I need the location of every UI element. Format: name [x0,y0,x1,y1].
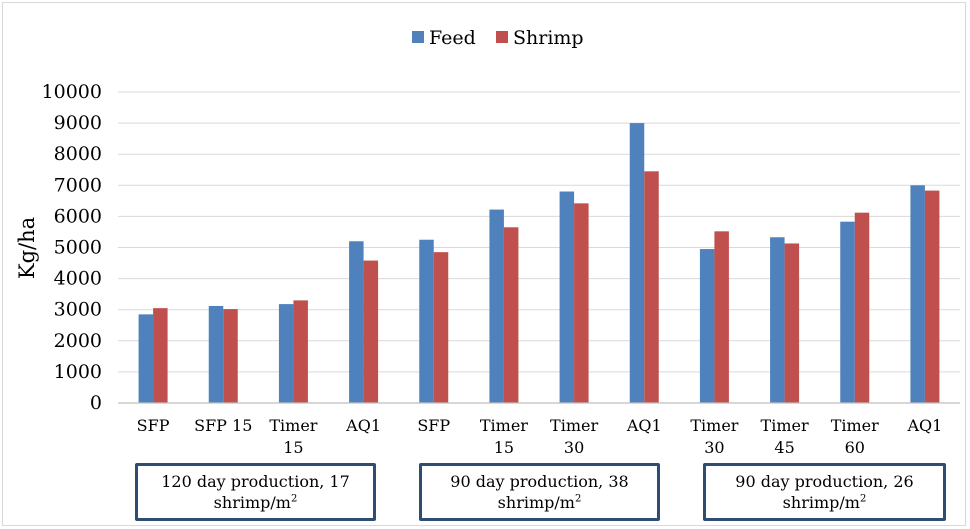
bar-shrimp [854,212,870,403]
group-2-line2: shrimp/m [497,493,575,512]
y-tick-label: 1000 [54,361,102,383]
bar-feed [629,123,645,403]
bar-feed [278,304,294,403]
y-tick-label: 10000 [42,81,102,103]
bar-feed [910,185,925,403]
x-tick-label: AQ1 [626,416,662,435]
x-tick-label: 30 [704,438,724,457]
x-tick-label: 60 [845,438,865,457]
group-3-line1: 90 day production, 26 [735,472,914,491]
group-2-line1: 90 day production, 38 [450,472,629,491]
bar-feed [138,314,154,403]
x-tick-label: SFP [137,416,170,435]
x-tick-label: 45 [774,438,794,457]
bar-feed [349,241,364,403]
bar-shrimp [574,203,589,403]
group-1-line1: 120 day production, 17 [161,472,350,491]
x-tick-label: Timer [690,416,738,435]
bar-feed [840,221,855,403]
bar-feed [559,191,575,403]
bar-feed [770,237,785,403]
y-tick-label: 5000 [54,237,102,259]
bar-shrimp [784,243,800,403]
x-tick-label: AQ1 [345,416,381,435]
x-tick-label: Timer [550,416,598,435]
legend-label: Feed [429,27,476,49]
bar-shrimp [223,309,238,403]
group-box-2: 90 day production, 38 shrimp/m2 [419,463,660,521]
legend-label: Shrimp [513,27,584,49]
x-tick-label: Timer [831,416,879,435]
bar-feed [489,209,504,403]
x-tick-label: SFP 15 [194,416,252,435]
x-axis: SFP SFP 15 Timer 15 AQ1 SFP Timer 15 Timer 30 AQ1 T… [118,402,960,457]
legend: Feed Shrimp [412,27,584,49]
group-1-line2: shrimp/m [213,493,291,512]
bar-feed [699,249,715,403]
gridlines [118,91,960,373]
x-tick-label: 30 [564,438,584,457]
y-tick-label: 9000 [54,112,102,134]
group-1-sup: 2 [290,493,298,505]
bar-shrimp [924,190,940,403]
bar-shrimp [503,227,519,403]
group-1-line2-wrap: shrimp/m2 [214,492,298,513]
group-2-sup: 2 [574,493,582,505]
x-tick-label: 15 [283,438,303,457]
y-axis: 0 1000 2000 3000 4000 5000 6000 7000 8000 9000 100… [42,81,102,414]
x-tick-label: 15 [494,438,514,457]
bar-feed [208,305,224,403]
group-box-3: 90 day production, 26 shrimp/m2 [703,463,946,521]
bar-shrimp [363,260,379,403]
y-tick-label: 7000 [54,174,102,196]
bar-shrimp [153,308,168,403]
y-tick-label: 4000 [54,268,102,290]
y-tick-label: 6000 [54,205,102,227]
x-tick-label: SFP [417,416,450,435]
y-tick-label: 3000 [54,299,102,321]
y-tick-label: 0 [90,392,102,414]
bar-shrimp [433,252,449,403]
x-tick-label: AQ1 [906,416,942,435]
group-3-line2: shrimp/m [782,493,860,512]
group-3-sup: 2 [859,493,867,505]
legend-swatch [496,31,508,43]
y-tick-label: 8000 [54,143,102,165]
bars [138,123,940,403]
bar-shrimp [714,231,729,403]
group-box-1: 120 day production, 17 shrimp/m2 [135,463,376,521]
group-2-line2-wrap: shrimp/m2 [498,492,582,513]
bar-shrimp [644,171,659,403]
bar-chart: 0 1000 2000 3000 4000 5000 6000 7000 8000 9000 100… [15,27,960,457]
x-tick-label: Timer [480,416,528,435]
x-tick-label: Timer [761,416,809,435]
bar-feed [419,239,434,403]
bar-shrimp [293,300,308,403]
y-axis-label: Kg/ha [15,217,39,279]
legend-swatch [412,31,424,43]
group-3-line2-wrap: shrimp/m2 [783,492,867,513]
y-tick-label: 2000 [54,330,102,352]
x-tick-label: Timer [269,416,317,435]
